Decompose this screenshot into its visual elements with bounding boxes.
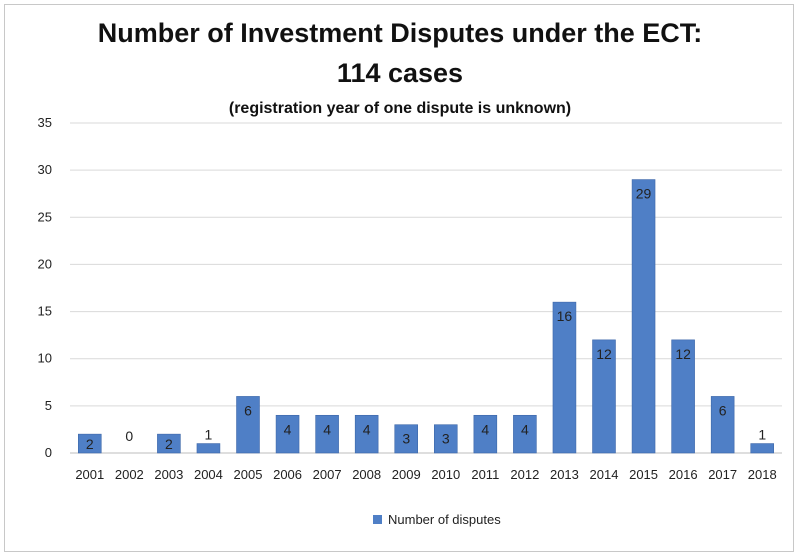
bar: [394, 424, 418, 454]
y-tick-label: 30: [38, 162, 52, 177]
data-label: 16: [557, 308, 573, 324]
data-label: 4: [481, 421, 489, 437]
x-tick-label: 2015: [629, 467, 658, 482]
data-label: 1: [205, 427, 213, 443]
x-tick-label: 2018: [748, 467, 777, 482]
bar: [631, 179, 656, 454]
bar: [473, 414, 498, 454]
bar: [434, 424, 458, 454]
data-label: 4: [521, 421, 529, 437]
x-tick-label: 2011: [471, 467, 499, 482]
chart-title-line2: 114 cases: [336, 58, 464, 88]
bar: [671, 339, 695, 454]
y-tick-label: 20: [38, 256, 52, 271]
bar: [157, 433, 181, 454]
y-tick-label: 25: [38, 209, 52, 224]
bar: [710, 396, 735, 454]
bar: [750, 443, 774, 454]
bar: [196, 443, 221, 454]
y-tick-label: 10: [38, 351, 52, 366]
data-label: 12: [596, 346, 612, 362]
legend-label: Number of disputes: [388, 512, 501, 527]
data-label: 3: [442, 431, 450, 447]
x-tick-label: 2010: [431, 467, 460, 482]
bar: [552, 301, 577, 454]
y-tick-label: 0: [45, 445, 52, 460]
y-tick-label: 35: [38, 115, 52, 130]
data-label: 3: [402, 431, 410, 447]
data-label: 29: [636, 186, 652, 202]
bar: [354, 414, 379, 454]
bar: [78, 433, 102, 454]
data-label: 12: [675, 346, 691, 362]
data-label: 1: [758, 427, 766, 443]
x-tick-label: 2008: [352, 467, 381, 482]
chart-title: Number of Investment Disputes under the …: [97, 18, 703, 48]
x-tick-label: 2017: [708, 467, 737, 482]
x-tick-label: 2009: [392, 467, 421, 482]
y-tick-label: 5: [45, 398, 52, 413]
x-tick-label: 2004: [194, 467, 223, 482]
x-tick-label: 2003: [154, 467, 183, 482]
data-label: 2: [86, 436, 94, 452]
bar: [592, 339, 616, 454]
data-label: 2: [165, 436, 173, 452]
bar: [275, 414, 300, 454]
x-tick-label: 2006: [273, 467, 302, 482]
data-label: 6: [244, 402, 252, 418]
data-label: 0: [125, 428, 133, 444]
x-tick-label: 2012: [510, 467, 539, 482]
bar: [236, 396, 260, 454]
x-tick-label: 2002: [115, 467, 144, 482]
chart-frame: [4, 4, 794, 552]
x-tick-label: 2016: [669, 467, 698, 482]
data-label: 4: [323, 421, 331, 437]
data-label: 4: [363, 421, 371, 437]
bar: [513, 414, 537, 454]
data-label: 4: [284, 421, 292, 437]
y-tick-label: 15: [38, 304, 52, 319]
data-label: 6: [719, 402, 727, 418]
bar: [315, 414, 339, 454]
x-tick-label: 2001: [75, 467, 104, 482]
x-tick-label: 2007: [313, 467, 342, 482]
legend-swatch: [373, 515, 382, 524]
chart-subtitle: (registration year of one dispute is unk…: [228, 100, 572, 117]
x-tick-label: 2005: [234, 467, 263, 482]
x-tick-label: 2014: [590, 467, 619, 482]
x-tick-label: 2013: [550, 467, 579, 482]
